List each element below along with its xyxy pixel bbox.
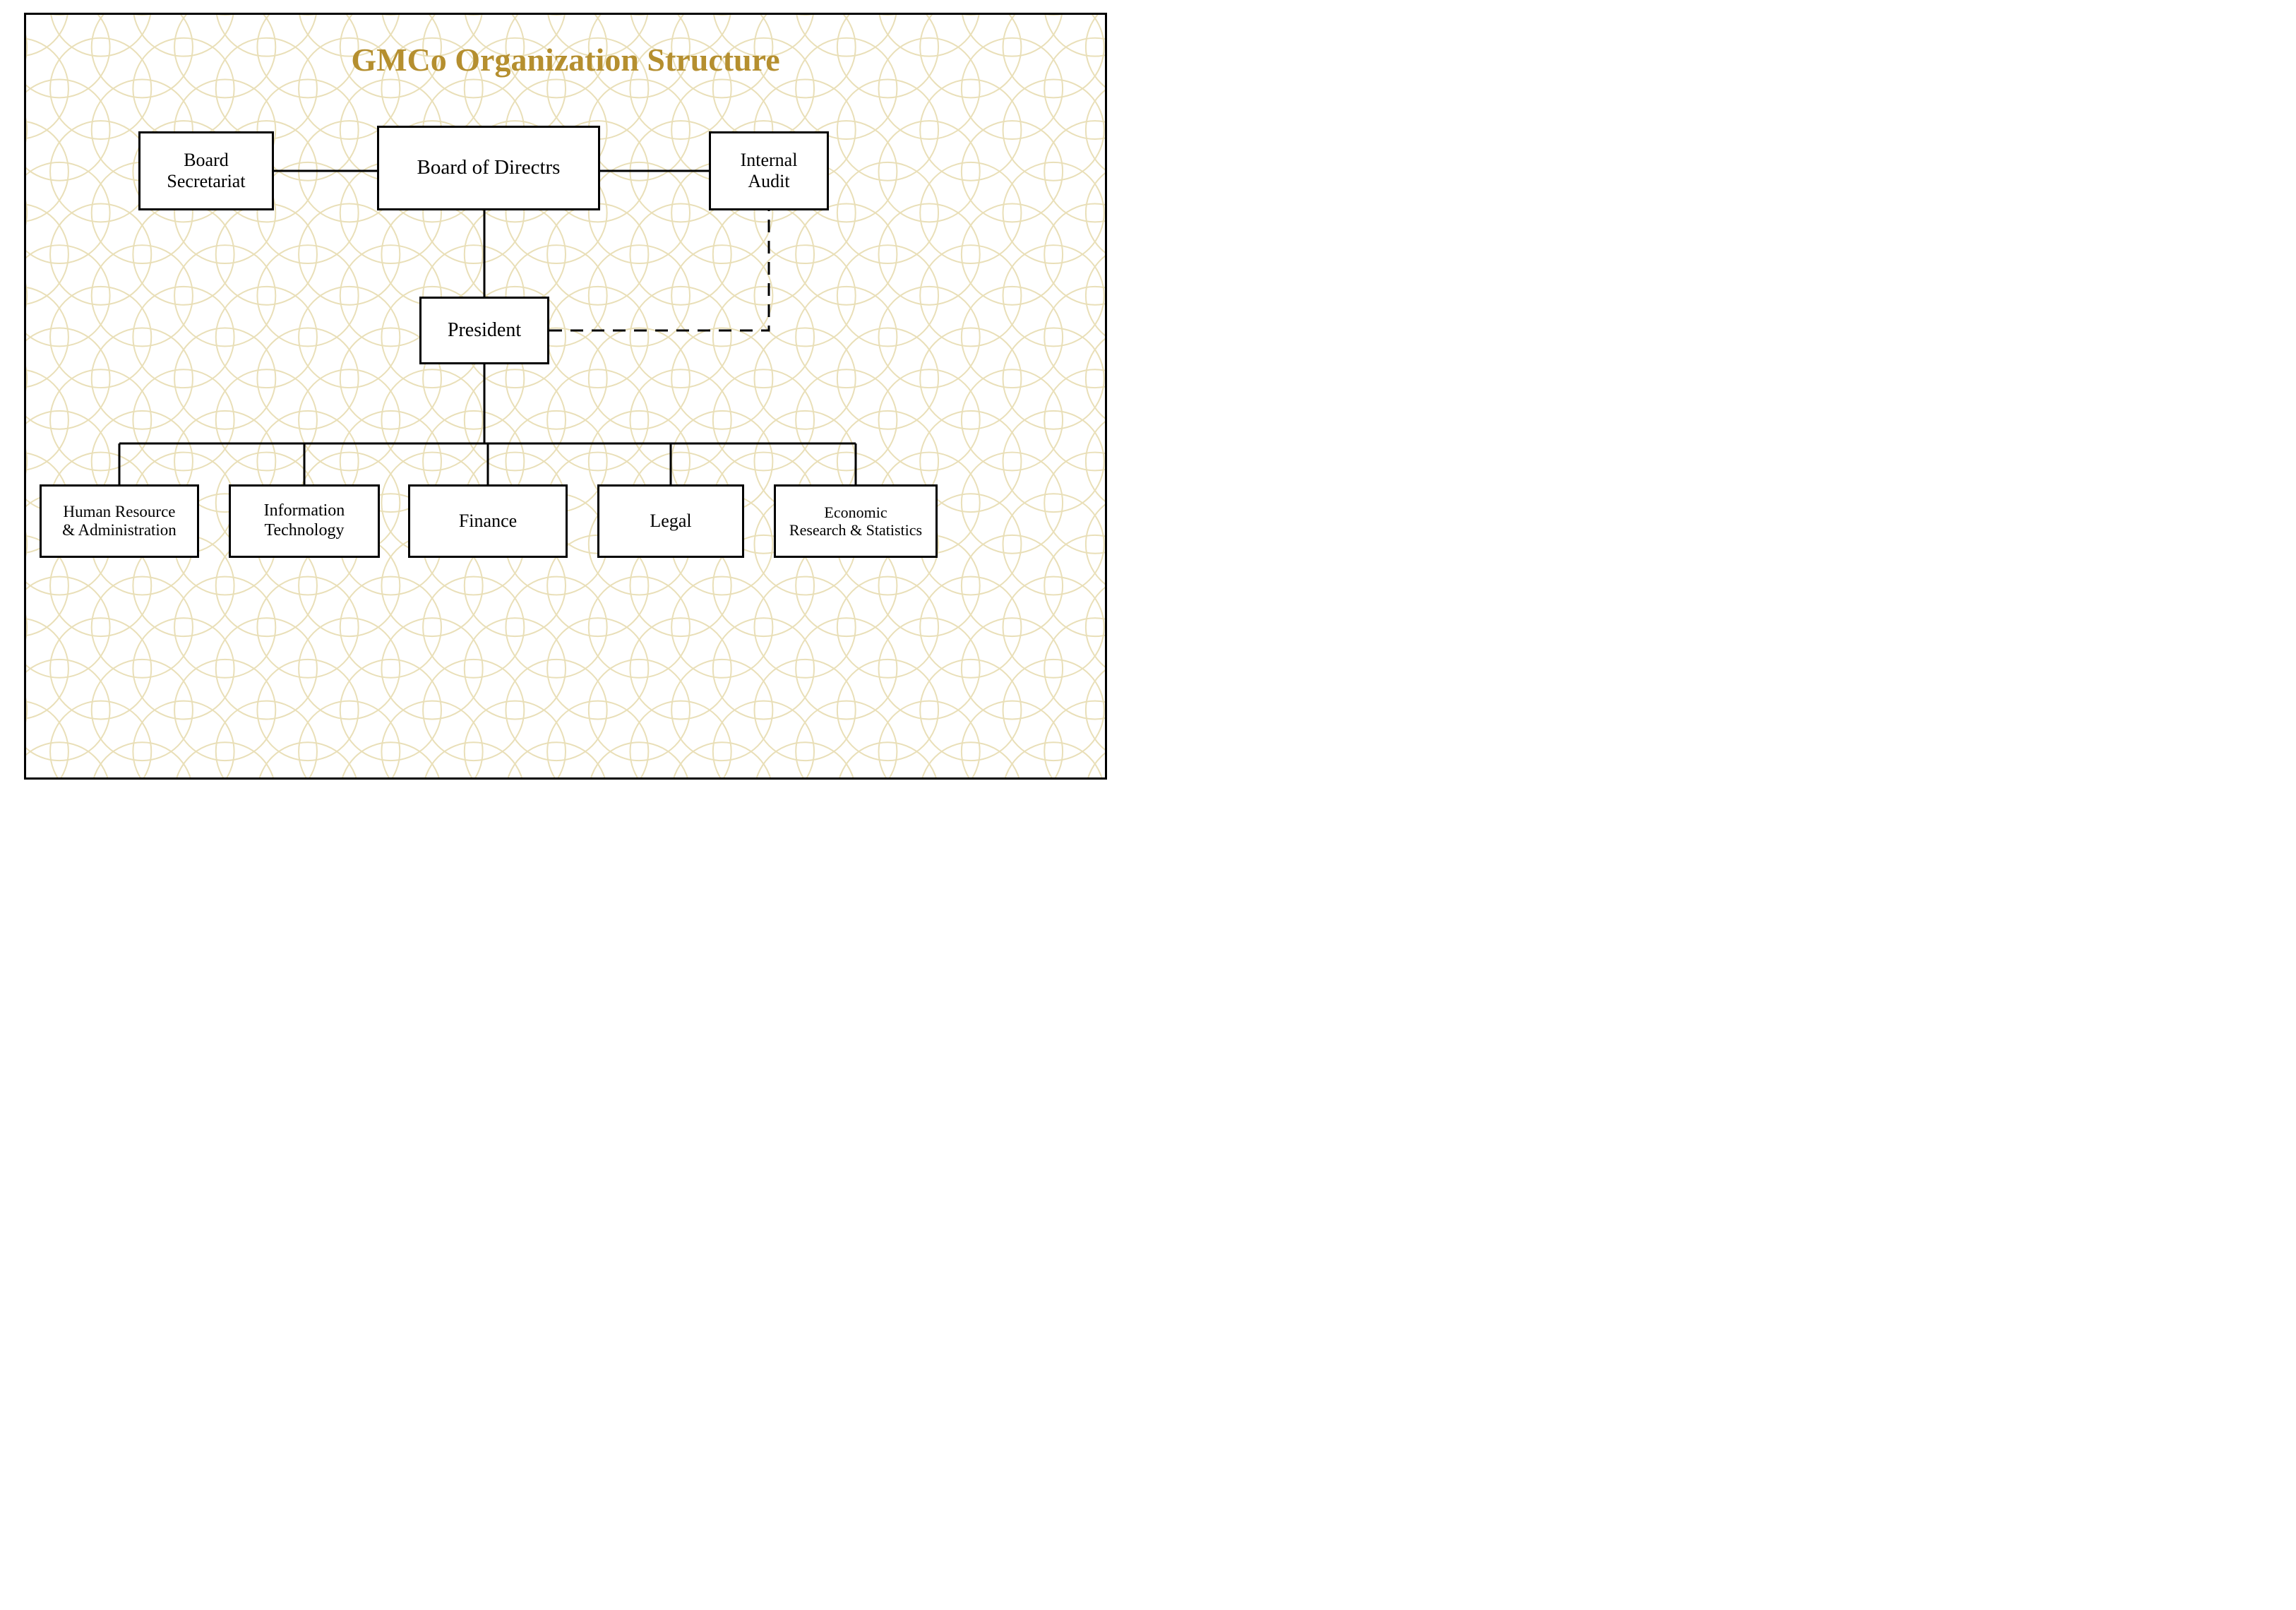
- node-economic-research: EconomicResearch & Statistics: [774, 484, 938, 558]
- node-internal-audit: InternalAudit: [709, 131, 829, 210]
- node-president: President: [419, 297, 549, 364]
- node-board-secretariat: BoardSecretariat: [138, 131, 274, 210]
- node-finance: Finance: [408, 484, 568, 558]
- node-hr-admin: Human Resource& Administration: [40, 484, 199, 558]
- org-chart-page: GMCo Organization Structure BoardSecreta…: [0, 0, 1130, 792]
- node-board-of-directors: Board of Directrs: [377, 126, 600, 210]
- node-legal: Legal: [597, 484, 744, 558]
- node-information-technology: InformationTechnology: [229, 484, 380, 558]
- chart-title: GMCo Organization Structure: [24, 41, 1107, 78]
